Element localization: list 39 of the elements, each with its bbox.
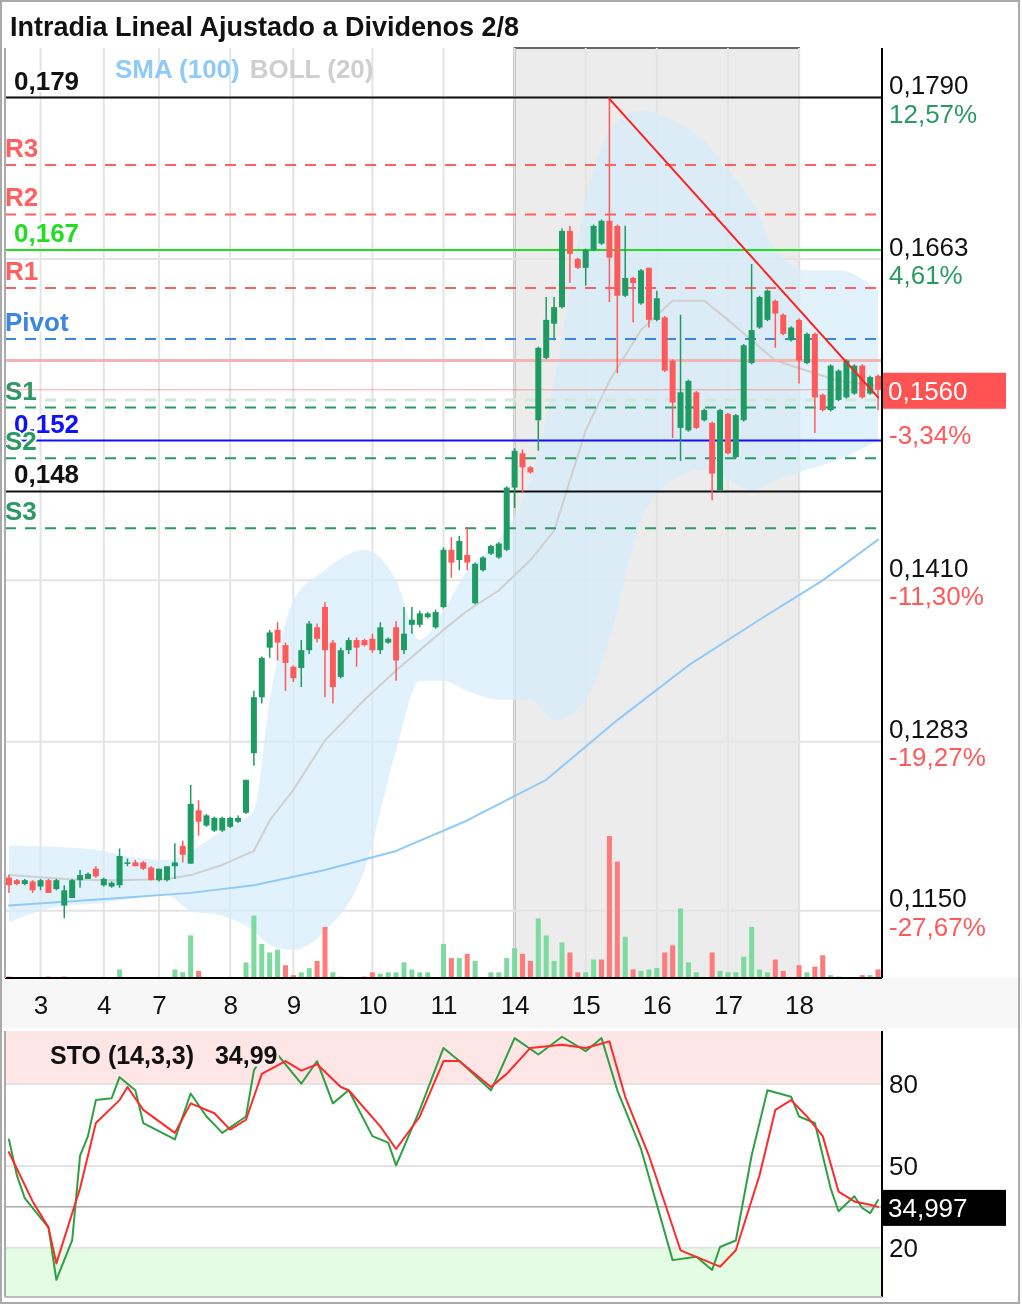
- ref-line-label: S3: [5, 496, 37, 527]
- ref-line-label: 0,167: [14, 218, 80, 249]
- y2-tick-label: 12,57%: [889, 98, 978, 129]
- y-tick-label: 0,1410: [889, 552, 969, 583]
- x-tick-label: 8: [223, 990, 238, 1021]
- chart-title: Intradia Lineal Ajustado a Dividenos 2/8: [10, 12, 520, 42]
- y2-tick-label: -3,34%: [889, 420, 972, 451]
- ref-line-label: 0,179: [14, 65, 80, 96]
- y-tick-label: 0,1283: [889, 714, 969, 745]
- y-tick-label: 50: [889, 1150, 918, 1181]
- y-tick-label: 0,1150: [889, 883, 967, 914]
- x-tick-label: 7: [152, 990, 167, 1021]
- x-tick-label: 11: [430, 990, 458, 1021]
- y2-tick-label: -27,67%: [889, 911, 986, 942]
- y-tick-label: 0,1790: [889, 70, 969, 101]
- ref-line-label: 0,1560: [888, 375, 968, 406]
- x-tick-label: 9: [286, 990, 302, 1021]
- x-tick-label: 3: [33, 990, 49, 1021]
- text: SMA (100): [115, 54, 240, 84]
- x-tick-label: 4: [97, 990, 112, 1021]
- ref-line-label: S1: [5, 375, 37, 406]
- y-tick-label: 20: [889, 1232, 918, 1263]
- ref-line-label: Pivot: [5, 306, 69, 337]
- x-tick-label: 18: [785, 990, 814, 1021]
- x-tick-label: 10: [358, 990, 388, 1021]
- y-tick-label: 80: [889, 1068, 918, 1099]
- x-tick-label: 16: [642, 990, 672, 1021]
- y2-tick-label: 4,61%: [889, 259, 963, 290]
- x-tick-label: 15: [571, 990, 601, 1021]
- ref-line-label: R1: [5, 256, 39, 287]
- ref-line-label: 0,148: [14, 459, 80, 490]
- ref-line-label: R2: [5, 182, 39, 213]
- y2-tick-label: -19,27%: [889, 742, 986, 773]
- y2-tick-label: -11,30%: [889, 581, 984, 612]
- ref-line-label: R3: [5, 132, 39, 163]
- x-tick-label: 17: [713, 990, 743, 1021]
- ref-line-label: 34,997: [888, 1192, 968, 1223]
- y-tick-label: 0,1663: [889, 231, 969, 262]
- x-tick-label: 14: [500, 990, 530, 1021]
